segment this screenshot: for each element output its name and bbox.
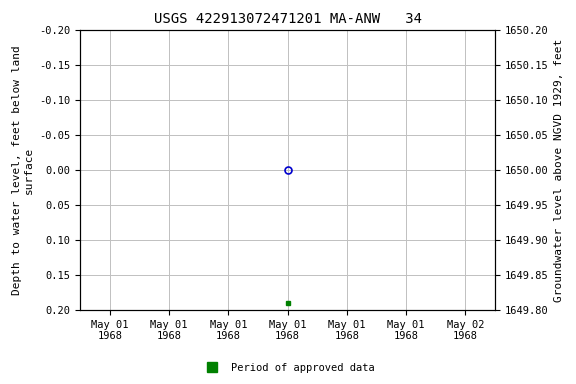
Y-axis label: Depth to water level, feet below land
surface: Depth to water level, feet below land su…: [12, 45, 33, 295]
Y-axis label: Groundwater level above NGVD 1929, feet: Groundwater level above NGVD 1929, feet: [554, 38, 564, 301]
Title: USGS 422913072471201 MA-ANW   34: USGS 422913072471201 MA-ANW 34: [154, 12, 422, 26]
Legend: Period of approved data: Period of approved data: [198, 359, 378, 377]
